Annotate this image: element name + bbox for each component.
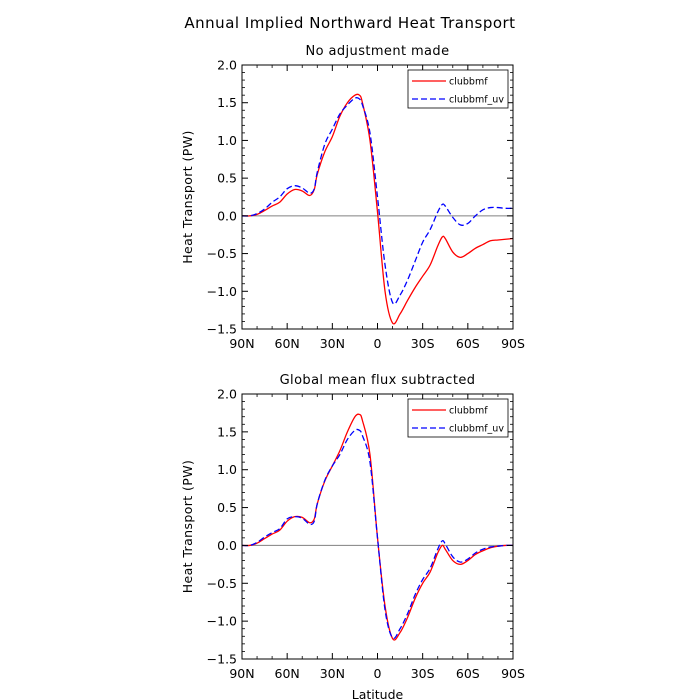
series-group xyxy=(242,413,513,641)
legend-box xyxy=(407,398,509,438)
x-tick-label: 30N xyxy=(320,666,345,681)
x-tick-label: 90S xyxy=(501,336,525,351)
y-tick-label: −1.0 xyxy=(207,614,237,629)
figure-title: Annual Implied Northward Heat Transport xyxy=(184,14,515,32)
series-line-clubbmf xyxy=(242,413,513,641)
x-axis-label: Latitude xyxy=(352,687,404,700)
y-tick-label: 0.5 xyxy=(217,171,237,186)
chart-panel-1: No adjustment made −1.5 −1.0 −0.5 0.0 0.5 1.0 1… xyxy=(180,44,525,351)
y-tick-label: 0.5 xyxy=(217,500,237,515)
y-axis-label: Heat Transport (PW) xyxy=(180,460,195,594)
y-axis-label: Heat Transport (PW) xyxy=(180,130,195,264)
chart-panel-2: Global mean flux subtracted −1.5 −1.0 −0.5 0… xyxy=(180,373,525,700)
y-tick-label: −0.5 xyxy=(207,246,237,261)
x-tick-label: 90S xyxy=(501,666,525,681)
panel-title: Global mean flux subtracted xyxy=(280,373,476,388)
y-tick-label: 2.0 xyxy=(217,387,237,402)
x-tick-label: 60N xyxy=(275,666,300,681)
x-tick-label: 30S xyxy=(411,336,435,351)
y-tick-label: −1.5 xyxy=(207,652,237,667)
y-tick-label: −0.5 xyxy=(207,576,237,591)
x-tick-label: 30N xyxy=(320,336,345,351)
series-line-clubbmf xyxy=(242,93,513,325)
y-tick-label: 1.0 xyxy=(217,133,237,148)
legend-label-clubbmf: clubbmf xyxy=(449,77,488,88)
y-tick-label: 1.5 xyxy=(217,95,237,110)
y-tick-label: 1.5 xyxy=(217,424,237,439)
y-tick-label: 1.0 xyxy=(217,462,237,477)
x-tick-label: 60N xyxy=(275,336,300,351)
panel-title: No adjustment made xyxy=(306,44,450,59)
y-tick-label: 0.0 xyxy=(217,208,237,223)
legend-label-clubbmf_uv: clubbmf_uv xyxy=(449,424,504,435)
series-group xyxy=(242,93,513,325)
y-tick-label: 2.0 xyxy=(217,58,237,73)
legend-box xyxy=(407,69,509,109)
legend: clubbmf clubbmf_uv xyxy=(407,398,509,438)
x-tick-label: 60S xyxy=(456,336,480,351)
x-tick-label: 30S xyxy=(411,666,435,681)
y-tick-label: 0.0 xyxy=(217,538,237,553)
x-tick-label: 0 xyxy=(374,336,382,351)
y-tick-label: −1.0 xyxy=(207,284,237,299)
series-line-clubbmf_uv xyxy=(242,428,513,640)
x-tick-label: 90N xyxy=(229,336,254,351)
legend: clubbmf clubbmf_uv xyxy=(407,69,509,109)
x-tick-label: 90N xyxy=(229,666,254,681)
series-line-clubbmf_uv xyxy=(242,97,513,305)
legend-label-clubbmf_uv: clubbmf_uv xyxy=(449,95,504,106)
x-tick-label: 60S xyxy=(456,666,480,681)
legend-label-clubbmf: clubbmf xyxy=(449,406,488,417)
x-tick-label: 0 xyxy=(374,666,382,681)
y-tick-label: −1.5 xyxy=(207,322,237,337)
